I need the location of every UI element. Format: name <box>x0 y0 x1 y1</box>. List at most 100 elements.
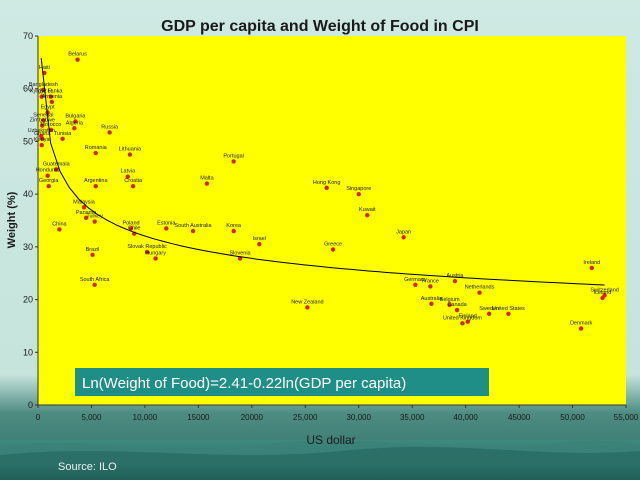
data-point-label: Hungary <box>145 250 166 256</box>
trendline <box>40 58 605 286</box>
data-point <box>90 252 95 257</box>
data-point <box>460 321 465 326</box>
data-point-label: South Australia <box>175 223 213 229</box>
data-point <box>81 205 87 210</box>
data-point <box>73 119 78 124</box>
data-point <box>92 282 97 288</box>
data-point <box>305 305 310 310</box>
data-point-label: Iceland <box>594 290 612 296</box>
data-point-label: Portugal <box>223 153 244 159</box>
data-point <box>465 319 470 324</box>
data-point-label: Bangladesh <box>29 82 58 88</box>
x-tick-label: 25,000 <box>293 413 318 422</box>
data-point-label: Singapore <box>346 186 371 192</box>
data-point-label: Russia <box>101 124 119 130</box>
data-point <box>231 228 236 234</box>
data-point <box>130 184 136 189</box>
data-point-label: Austria <box>446 273 464 279</box>
data-point-label: Malta <box>200 176 214 182</box>
data-point-label: Malaysia <box>73 199 96 205</box>
x-tick-label: 5,000 <box>81 413 102 422</box>
x-tick-label: 55,000 <box>614 413 639 422</box>
plot-area <box>38 36 626 405</box>
data-point <box>153 256 158 261</box>
data-point-label: Croatia <box>124 178 143 184</box>
data-point <box>60 136 65 141</box>
y-tick-label: 10 <box>23 347 33 357</box>
data-point <box>144 249 150 255</box>
data-point <box>41 118 46 123</box>
data-point <box>447 302 452 308</box>
data-point-label: Tunisia <box>54 131 72 137</box>
data-point <box>413 282 418 288</box>
data-point-label: Turkey <box>86 214 103 220</box>
x-tick-label: 15000 <box>187 413 210 422</box>
data-point <box>506 311 511 317</box>
data-point-label: Japan <box>396 229 411 235</box>
data-point-label: Lithuania <box>119 147 142 153</box>
data-point <box>72 126 77 131</box>
y-tick-label: 20 <box>23 295 33 305</box>
data-point-label: Algeria <box>66 120 84 126</box>
data-point <box>39 142 44 148</box>
y-tick-label: 60 <box>23 84 33 94</box>
data-point <box>39 94 44 99</box>
data-point <box>454 307 460 313</box>
x-tick-label: 35,000 <box>400 413 425 422</box>
data-point-label: United States <box>492 306 525 312</box>
x-tick-label: 45000 <box>508 413 531 422</box>
x-tick-label: 40,000 <box>453 413 478 422</box>
data-point <box>600 295 605 301</box>
data-point-label: Zimbabwe <box>30 118 55 124</box>
equation-text: Ln(Weight of Food)=2.41-0.22ln(GDP per c… <box>82 375 406 392</box>
data-point-label: Armenia <box>42 94 63 100</box>
data-point-label: Senegal <box>33 112 53 118</box>
data-point <box>40 136 45 141</box>
data-point-label: Chile <box>128 226 141 232</box>
data-point-label: Sweden <box>479 306 499 312</box>
data-point-label: Morocco <box>40 122 61 128</box>
data-point-label: Estonia <box>157 220 176 226</box>
data-point-label: Switzerland <box>590 287 618 293</box>
data-point <box>429 301 434 306</box>
data-point <box>53 167 59 172</box>
data-point-label: Poland <box>122 220 139 226</box>
data-point <box>57 227 62 232</box>
data-point <box>164 226 169 231</box>
data-point-label: Bulgaria <box>65 113 86 119</box>
data-point <box>48 94 54 99</box>
x-tick-label: 10,000 <box>133 413 158 422</box>
data-point <box>46 184 51 189</box>
y-tick-label: 50 <box>23 136 33 146</box>
data-point-label: Korea <box>226 223 242 229</box>
data-point-label: Egypt <box>41 104 56 110</box>
data-point-label: Canada <box>447 302 467 308</box>
data-point <box>330 247 336 252</box>
data-point-label: Ireland <box>583 260 600 266</box>
data-point-label: Israel <box>253 236 266 242</box>
data-point-label: Germany <box>404 277 427 283</box>
data-point <box>477 290 482 295</box>
data-point <box>257 242 262 247</box>
data-point-label: Slovak Republic <box>127 244 167 250</box>
data-point <box>83 215 89 221</box>
x-axis: 0 5,000 10,000 15000 20000 25,000 30,000 35,000… <box>36 405 639 422</box>
data-point-label: France <box>422 278 439 284</box>
x-tick-label: 30,000 <box>346 413 371 422</box>
x-tick-label: 20000 <box>241 413 264 422</box>
data-point <box>231 159 236 164</box>
data-point-label: Panama <box>76 210 97 216</box>
data-point-label: Kuwait <box>359 207 376 213</box>
data-point <box>75 57 80 62</box>
data-point-label: Netherlands <box>465 285 495 291</box>
data-point <box>49 99 55 105</box>
data-point-label: Denmark <box>570 321 593 327</box>
data-point-label: Latvia <box>120 169 136 175</box>
data-point-label: Argentina <box>84 178 108 184</box>
x-tick-label: 0 <box>36 413 41 422</box>
data-point-label: Kenya <box>34 137 51 143</box>
data-point <box>452 278 458 284</box>
data-point-label: Hong Kong <box>313 180 341 186</box>
y-tick-label: 30 <box>23 242 33 252</box>
